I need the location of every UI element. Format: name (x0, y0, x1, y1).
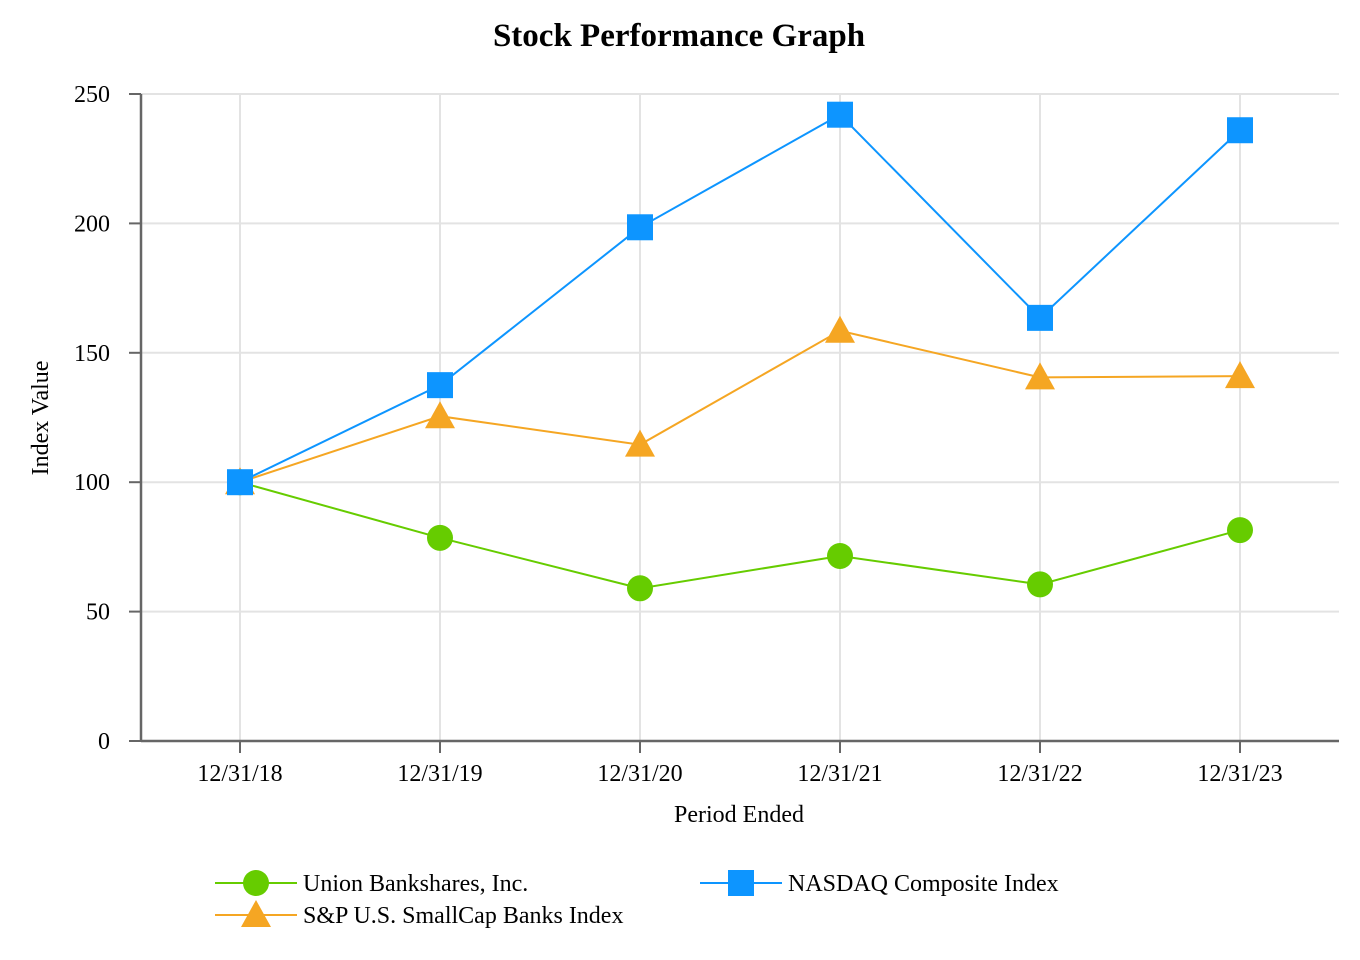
series-line (239, 329, 1241, 484)
y-axis-label: Index Value (28, 361, 54, 476)
data-point-triangle (625, 429, 655, 457)
x-axis-ticks: 12/31/18 12/31/19 12/31/20 12/31/21 12/31/22… (197, 741, 1283, 787)
series-s-p-u-s-smallcap-banks-index (225, 315, 1255, 495)
series-union-bankshares-inc (227, 469, 1253, 602)
data-point-circle (827, 542, 853, 569)
x-tick-label: 12/31/23 (1197, 761, 1282, 787)
x-tick-label: 12/31/18 (197, 761, 282, 787)
series-layer (225, 101, 1255, 602)
x-tick-label: 12/31/21 (797, 761, 882, 787)
data-point-square (1227, 117, 1253, 144)
x-tick-label: 12/31/22 (997, 761, 1082, 787)
data-point-triangle (1025, 362, 1055, 390)
x-axis-label: Period Ended (674, 802, 804, 828)
series-line (239, 481, 1241, 590)
data-point-circle (1227, 517, 1253, 544)
y-tick-label: 250 (74, 82, 110, 108)
data-point-square (1027, 304, 1053, 331)
axes (139, 94, 1339, 743)
legend-marker-circle (243, 870, 269, 896)
y-tick-label: 50 (86, 600, 110, 626)
data-point-square (827, 101, 853, 128)
data-point-square (427, 372, 453, 399)
legend-item: NASDAQ Composite Index (700, 870, 1059, 897)
chart-title: Stock Performance Graph (493, 18, 865, 54)
y-tick-label: 100 (74, 470, 110, 496)
legend-label: Union Bankshares, Inc. (303, 871, 528, 897)
series-line (239, 113, 1241, 484)
y-axis-ticks: 0 50 100 150 200 250 (74, 82, 141, 755)
data-point-triangle (425, 401, 455, 429)
y-tick-label: 200 (74, 211, 110, 237)
data-point-circle (427, 524, 453, 551)
data-point-circle (1027, 571, 1053, 598)
legend-label: S&P U.S. SmallCap Banks Index (303, 903, 623, 929)
y-tick-label: 150 (74, 341, 110, 367)
data-point-circle (627, 575, 653, 602)
data-point-square (227, 469, 253, 496)
legend-label: NASDAQ Composite Index (788, 871, 1059, 897)
data-point-square (627, 214, 653, 241)
data-point-triangle (1225, 361, 1255, 389)
legend-marker-square (728, 870, 754, 896)
legend-item: Union Bankshares, Inc. (215, 870, 528, 897)
legend: Union Bankshares, Inc. NASDAQ Composite I… (215, 870, 1059, 929)
data-point-triangle (825, 315, 855, 343)
grid-lines (141, 93, 1339, 741)
series-nasdaq-composite-index (227, 101, 1253, 496)
legend-marker-triangle (241, 900, 271, 927)
x-tick-label: 12/31/19 (397, 761, 482, 787)
legend-item: S&P U.S. SmallCap Banks Index (215, 900, 623, 929)
y-tick-label: 0 (98, 729, 110, 755)
x-tick-label: 12/31/20 (597, 761, 682, 787)
